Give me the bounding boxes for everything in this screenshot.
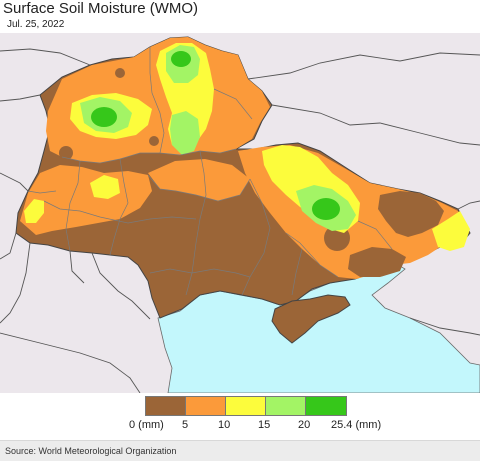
moisture-zone-yellow-west <box>90 175 120 199</box>
legend-label: 20 <box>298 419 311 431</box>
dry-zone-south-east <box>348 247 406 277</box>
soil-moisture-map <box>0 33 480 393</box>
dry-spot-west <box>59 146 73 160</box>
moisture-zone-green-kharkiv <box>312 198 340 220</box>
map-title: Surface Soil Moisture (WMO) <box>3 0 199 17</box>
moisture-zone-lightgreen-chernihiv <box>170 111 200 155</box>
moisture-zone-green-north <box>171 51 191 67</box>
legend-swatch <box>306 397 346 415</box>
dry-spot-center <box>149 136 159 146</box>
legend-swatch <box>146 397 186 415</box>
moisture-zone-west <box>20 165 152 235</box>
legend-labels: 0 (mm) 5 10 15 20 25.4 (mm) <box>0 419 480 433</box>
legend-label: 25.4 (mm) <box>331 419 382 431</box>
source-text: Source: World Meteorological Organizatio… <box>5 446 177 456</box>
legend-label: 5 <box>182 419 189 431</box>
crimea <box>271 294 351 344</box>
legend-label: 10 <box>218 419 231 431</box>
neighbor-borders <box>0 48 480 393</box>
legend-swatch <box>186 397 226 415</box>
legend-swatch <box>226 397 266 415</box>
moisture-zone-green-kyiv <box>91 107 117 127</box>
footer-source: Source: World Meteorological Organizatio… <box>0 440 480 461</box>
province-boundaries <box>27 47 393 296</box>
map-date: Jul. 25, 2022 <box>7 19 65 30</box>
moisture-zone-yellow-south-west <box>24 199 44 223</box>
legend-swatch <box>266 397 306 415</box>
dry-zone-donbas <box>378 191 444 237</box>
moisture-zone-yellow-east-border <box>432 211 470 251</box>
legend-label: 15 <box>258 419 271 431</box>
legend-color-bar <box>145 396 347 416</box>
legend-label: 0 (mm) <box>129 419 164 431</box>
dry-spot-north-west <box>115 68 125 78</box>
